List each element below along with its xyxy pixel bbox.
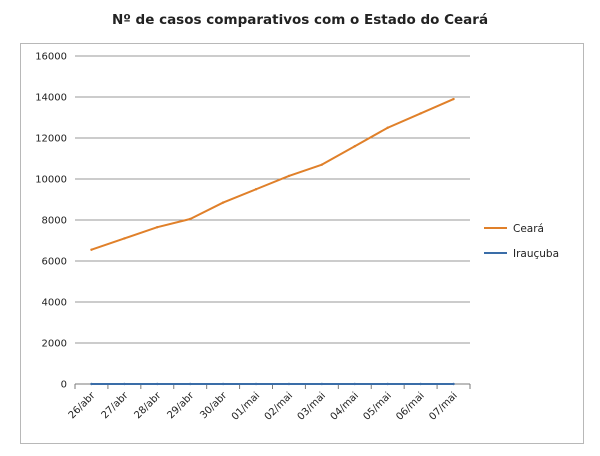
data-point	[221, 382, 225, 386]
y-tick-label: 0	[61, 380, 67, 391]
y-tick-label: 8000	[42, 216, 67, 227]
x-tick-label: 30/abr	[198, 390, 230, 422]
data-point	[189, 217, 192, 221]
x-tick-label: 01/mai	[230, 390, 262, 422]
legend-label: Irauçuba	[513, 248, 559, 260]
data-point	[386, 382, 389, 386]
legend: Ceará Irauçuba	[484, 223, 559, 260]
x-tick-label: 29/abr	[165, 390, 197, 422]
x-tick-label: 07/mai	[427, 390, 459, 422]
x-tick-label: 04/mai	[329, 390, 361, 422]
data-point	[419, 382, 422, 386]
y-tick-label: 4000	[42, 298, 67, 309]
data-point	[452, 97, 455, 101]
data-point	[156, 225, 159, 229]
x-axis-ticks: 26/abr 27/abr 28/abr 29/abr 30/abr 01/mai 02/m…	[67, 383, 471, 423]
y-tick-label: 6000	[42, 257, 67, 268]
data-point	[90, 248, 93, 251]
y-axis-ticks: 0 2000 4000 6000 8000 10000 12000 14000 16000	[35, 52, 67, 391]
data-point	[353, 145, 356, 148]
x-tick-label: 06/mai	[394, 390, 426, 422]
data-point	[353, 382, 356, 386]
x-tick-label: 26/abr	[67, 390, 99, 422]
y-tick-label: 12000	[35, 134, 67, 145]
x-tick-label: 28/abr	[133, 390, 165, 422]
data-point	[156, 382, 159, 386]
data-point	[123, 237, 126, 240]
data-point	[123, 382, 126, 386]
data-point	[254, 382, 258, 386]
data-point	[320, 382, 324, 386]
chart-title: Nº de casos comparativos com o Estado do…	[111, 12, 489, 28]
data-point	[287, 382, 291, 386]
chart-frame	[20, 43, 584, 444]
x-tick-label: 03/mai	[296, 390, 328, 422]
x-tick-label: 02/mai	[263, 390, 295, 422]
data-point	[452, 382, 455, 386]
y-tick-label: 14000	[35, 93, 67, 104]
y-tick-label: 2000	[42, 339, 67, 350]
x-tick-label: 05/mai	[361, 390, 393, 422]
data-point	[287, 174, 291, 178]
y-tick-label: 10000	[35, 175, 67, 186]
data-point	[419, 112, 422, 115]
y-tick-label: 16000	[35, 52, 67, 63]
data-point	[90, 382, 93, 386]
data-point	[221, 201, 225, 204]
data-point	[189, 382, 192, 386]
x-tick-label: 27/abr	[100, 390, 132, 422]
legend-label: Ceará	[513, 223, 544, 235]
data-point	[386, 126, 389, 129]
data-point	[254, 188, 258, 191]
series-lines	[90, 97, 455, 386]
data-point	[320, 163, 324, 166]
gridlines	[75, 55, 470, 385]
series-line-0	[90, 98, 455, 251]
